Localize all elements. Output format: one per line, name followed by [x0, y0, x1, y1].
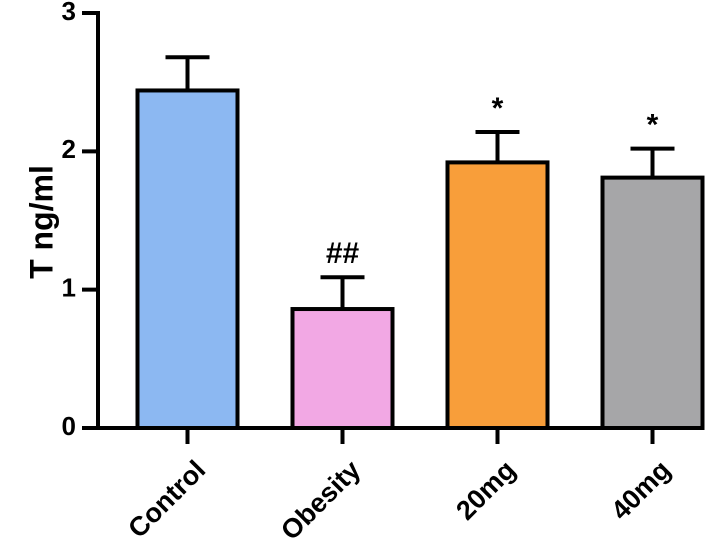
bar-40mg	[600, 175, 705, 430]
error-bars	[165, 55, 675, 310]
y-tick-label: 0	[62, 411, 76, 441]
bar-control	[135, 88, 240, 430]
bars	[135, 88, 705, 430]
significance-marker: *	[492, 92, 504, 125]
y-tick-label: 1	[62, 273, 76, 303]
bar-20mg	[445, 160, 550, 430]
category-label: 40mg	[605, 455, 676, 526]
significance-annotations: ## * *	[326, 92, 659, 270]
bar-obesity	[290, 307, 395, 430]
y-axis-label: T ng/ml	[23, 165, 59, 279]
y-tick-label: 3	[62, 0, 76, 26]
category-label: 20mg	[450, 455, 521, 526]
category-label: Obesity	[275, 455, 366, 546]
category-label: Control	[122, 455, 211, 544]
y-tick-label: 2	[62, 134, 76, 164]
significance-marker: *	[647, 109, 659, 142]
significance-marker: ##	[326, 237, 360, 270]
